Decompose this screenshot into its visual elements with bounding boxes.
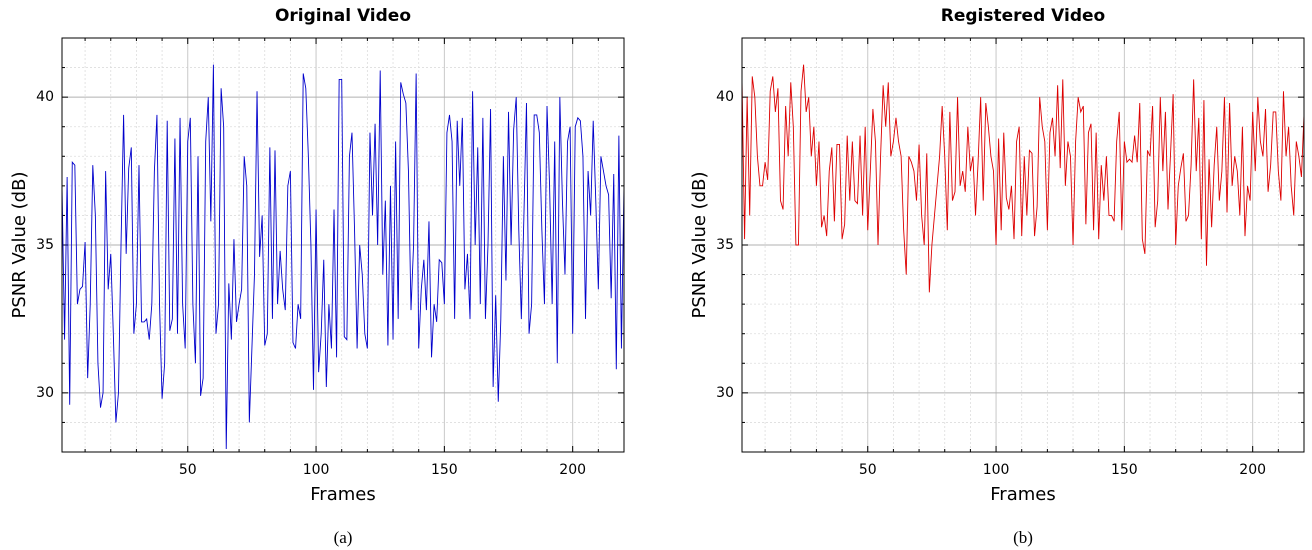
x-axis-label: Frames — [990, 484, 1055, 505]
y-tick-label: 40 — [716, 89, 734, 105]
data-layer — [62, 64, 624, 450]
y-axis-label: PSNR Value (dB) — [689, 172, 710, 319]
y-tick-label: 40 — [36, 89, 54, 105]
plot-frame — [741, 37, 1305, 453]
x-tick-label: 150 — [431, 462, 458, 478]
chart-title: Original Video — [275, 6, 411, 26]
subplot: 50100150200303035354040Original VideoFra… — [9, 6, 625, 547]
x-tick-label: 100 — [983, 462, 1010, 478]
caption: (a) — [334, 528, 353, 547]
x-tick-label: 50 — [179, 462, 197, 478]
y-tick-label: 30 — [36, 385, 54, 401]
x-tick-label: 50 — [859, 462, 877, 478]
chart-title: Registered Video — [941, 6, 1105, 26]
data-layer — [742, 64, 1304, 293]
x-tick-label: 200 — [559, 462, 586, 478]
y-tick-label: 35 — [716, 237, 734, 253]
x-tick-label: 200 — [1239, 462, 1266, 478]
caption: (b) — [1013, 528, 1033, 547]
plot-frame — [61, 37, 625, 453]
x-tick-label: 100 — [303, 462, 330, 478]
data-line — [62, 64, 624, 450]
x-tick-label: 150 — [1111, 462, 1138, 478]
data-line — [742, 64, 1304, 293]
y-axis-label: PSNR Value (dB) — [9, 172, 30, 319]
x-axis-label: Frames — [310, 484, 375, 505]
y-tick-label: 35 — [36, 237, 54, 253]
y-tick-label: 30 — [716, 385, 734, 401]
subplot: 50100150200303035354040Registered VideoF… — [689, 6, 1305, 547]
